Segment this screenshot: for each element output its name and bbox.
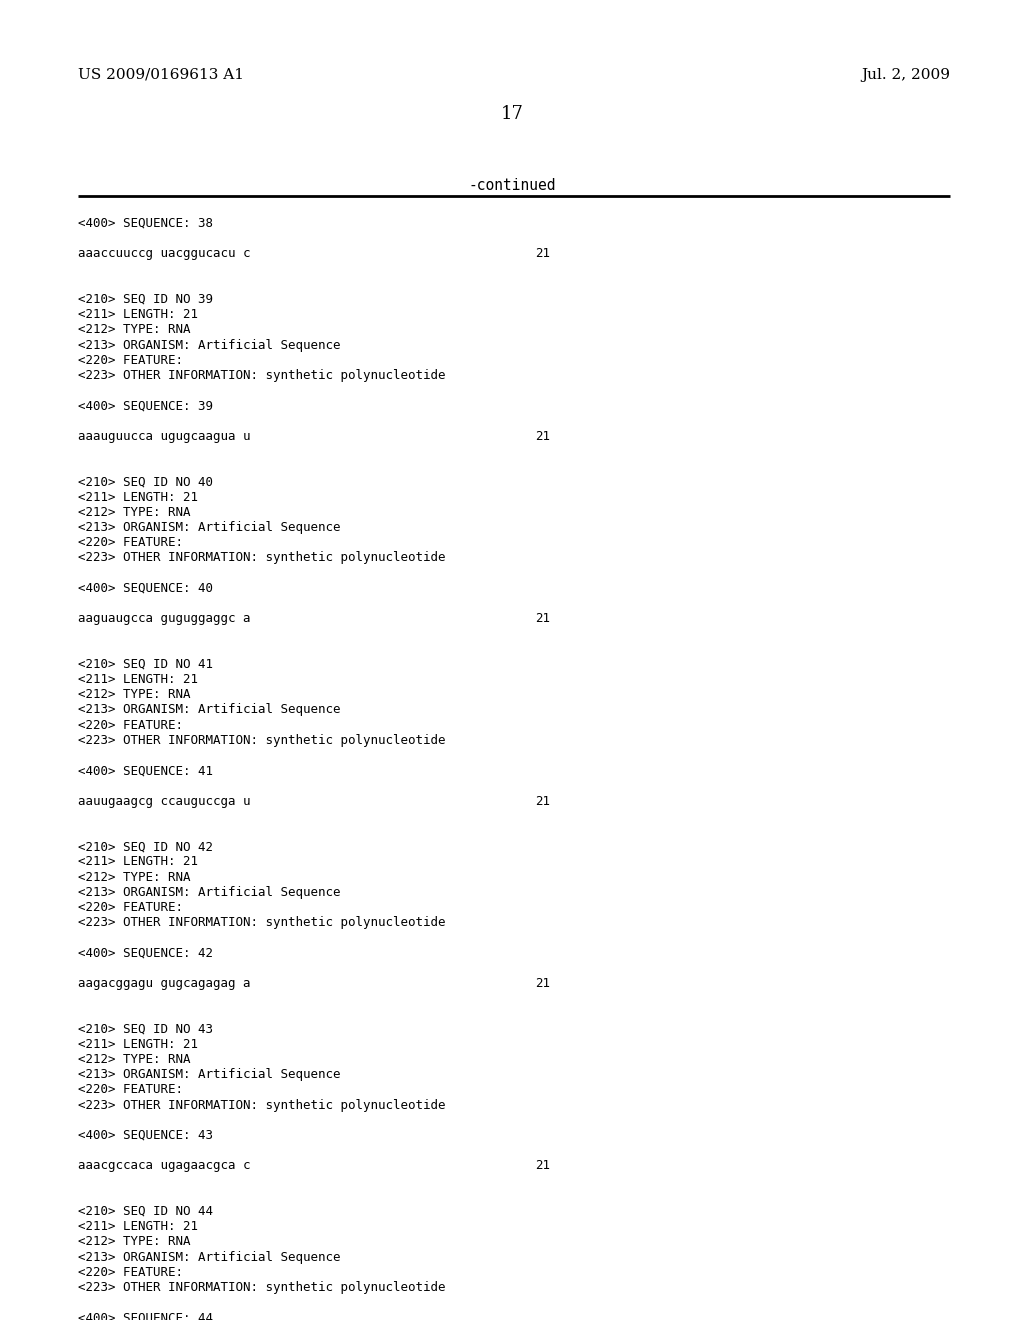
- Text: aaaccuuccg uacggucacu c: aaaccuuccg uacggucacu c: [78, 247, 251, 260]
- Text: <210> SEQ ID NO 39: <210> SEQ ID NO 39: [78, 293, 213, 306]
- Text: <213> ORGANISM: Artificial Sequence: <213> ORGANISM: Artificial Sequence: [78, 704, 341, 717]
- Text: <220> FEATURE:: <220> FEATURE:: [78, 1266, 183, 1279]
- Text: <213> ORGANISM: Artificial Sequence: <213> ORGANISM: Artificial Sequence: [78, 1250, 341, 1263]
- Text: <210> SEQ ID NO 42: <210> SEQ ID NO 42: [78, 841, 213, 853]
- Text: <223> OTHER INFORMATION: synthetic polynucleotide: <223> OTHER INFORMATION: synthetic polyn…: [78, 916, 445, 929]
- Text: 21: 21: [535, 1159, 550, 1172]
- Text: <212> TYPE: RNA: <212> TYPE: RNA: [78, 871, 190, 883]
- Text: <212> TYPE: RNA: <212> TYPE: RNA: [78, 1236, 190, 1249]
- Text: <213> ORGANISM: Artificial Sequence: <213> ORGANISM: Artificial Sequence: [78, 1068, 341, 1081]
- Text: <400> SEQUENCE: 38: <400> SEQUENCE: 38: [78, 216, 213, 230]
- Text: <400> SEQUENCE: 41: <400> SEQUENCE: 41: [78, 764, 213, 777]
- Text: <400> SEQUENCE: 40: <400> SEQUENCE: 40: [78, 582, 213, 595]
- Text: aaguaugcca guguggaggc a: aaguaugcca guguggaggc a: [78, 612, 251, 626]
- Text: <212> TYPE: RNA: <212> TYPE: RNA: [78, 506, 190, 519]
- Text: 17: 17: [501, 106, 523, 123]
- Text: 21: 21: [535, 612, 550, 626]
- Text: 21: 21: [535, 247, 550, 260]
- Text: aaauguucca ugugcaagua u: aaauguucca ugugcaagua u: [78, 430, 251, 442]
- Text: <220> FEATURE:: <220> FEATURE:: [78, 536, 183, 549]
- Text: <211> LENGTH: 21: <211> LENGTH: 21: [78, 1220, 198, 1233]
- Text: <212> TYPE: RNA: <212> TYPE: RNA: [78, 323, 190, 337]
- Text: <213> ORGANISM: Artificial Sequence: <213> ORGANISM: Artificial Sequence: [78, 339, 341, 351]
- Text: <223> OTHER INFORMATION: synthetic polynucleotide: <223> OTHER INFORMATION: synthetic polyn…: [78, 370, 445, 381]
- Text: 21: 21: [535, 977, 550, 990]
- Text: <220> FEATURE:: <220> FEATURE:: [78, 354, 183, 367]
- Text: <223> OTHER INFORMATION: synthetic polynucleotide: <223> OTHER INFORMATION: synthetic polyn…: [78, 552, 445, 565]
- Text: aaacgccaca ugagaacgca c: aaacgccaca ugagaacgca c: [78, 1159, 251, 1172]
- Text: <400> SEQUENCE: 44: <400> SEQUENCE: 44: [78, 1311, 213, 1320]
- Text: <211> LENGTH: 21: <211> LENGTH: 21: [78, 1038, 198, 1051]
- Text: aagacggagu gugcagagag a: aagacggagu gugcagagag a: [78, 977, 251, 990]
- Text: <400> SEQUENCE: 39: <400> SEQUENCE: 39: [78, 400, 213, 412]
- Text: <213> ORGANISM: Artificial Sequence: <213> ORGANISM: Artificial Sequence: [78, 521, 341, 535]
- Text: <212> TYPE: RNA: <212> TYPE: RNA: [78, 688, 190, 701]
- Text: <210> SEQ ID NO 44: <210> SEQ ID NO 44: [78, 1205, 213, 1218]
- Text: <220> FEATURE:: <220> FEATURE:: [78, 902, 183, 913]
- Text: 21: 21: [535, 795, 550, 808]
- Text: <211> LENGTH: 21: <211> LENGTH: 21: [78, 855, 198, 869]
- Text: <210> SEQ ID NO 40: <210> SEQ ID NO 40: [78, 475, 213, 488]
- Text: <210> SEQ ID NO 41: <210> SEQ ID NO 41: [78, 657, 213, 671]
- Text: 21: 21: [535, 430, 550, 442]
- Text: <400> SEQUENCE: 42: <400> SEQUENCE: 42: [78, 946, 213, 960]
- Text: <212> TYPE: RNA: <212> TYPE: RNA: [78, 1053, 190, 1067]
- Text: <213> ORGANISM: Artificial Sequence: <213> ORGANISM: Artificial Sequence: [78, 886, 341, 899]
- Text: <223> OTHER INFORMATION: synthetic polynucleotide: <223> OTHER INFORMATION: synthetic polyn…: [78, 1280, 445, 1294]
- Text: <210> SEQ ID NO 43: <210> SEQ ID NO 43: [78, 1023, 213, 1036]
- Text: <223> OTHER INFORMATION: synthetic polynucleotide: <223> OTHER INFORMATION: synthetic polyn…: [78, 1098, 445, 1111]
- Text: Jul. 2, 2009: Jul. 2, 2009: [861, 69, 950, 82]
- Text: -continued: -continued: [468, 178, 556, 193]
- Text: <220> FEATURE:: <220> FEATURE:: [78, 718, 183, 731]
- Text: US 2009/0169613 A1: US 2009/0169613 A1: [78, 69, 244, 82]
- Text: <223> OTHER INFORMATION: synthetic polynucleotide: <223> OTHER INFORMATION: synthetic polyn…: [78, 734, 445, 747]
- Text: <211> LENGTH: 21: <211> LENGTH: 21: [78, 308, 198, 321]
- Text: <211> LENGTH: 21: <211> LENGTH: 21: [78, 491, 198, 504]
- Text: <220> FEATURE:: <220> FEATURE:: [78, 1084, 183, 1097]
- Text: <400> SEQUENCE: 43: <400> SEQUENCE: 43: [78, 1129, 213, 1142]
- Text: aauugaagcg ccauguccga u: aauugaagcg ccauguccga u: [78, 795, 251, 808]
- Text: <211> LENGTH: 21: <211> LENGTH: 21: [78, 673, 198, 686]
